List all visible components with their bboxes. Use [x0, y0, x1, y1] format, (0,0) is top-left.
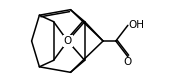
Text: OH: OH: [129, 20, 145, 30]
Text: O: O: [124, 57, 132, 67]
Text: O: O: [64, 36, 72, 46]
